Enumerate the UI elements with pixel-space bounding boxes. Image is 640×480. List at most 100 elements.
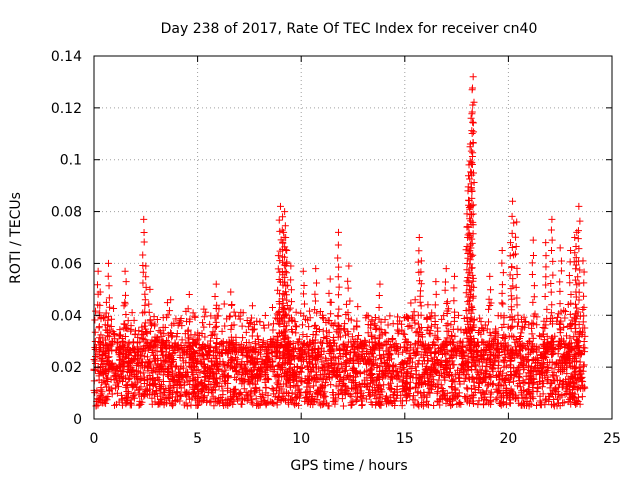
data-point bbox=[249, 326, 257, 334]
data-point bbox=[139, 268, 147, 276]
y-tick-label: 0.1 bbox=[60, 153, 82, 169]
data-point bbox=[468, 130, 476, 138]
data-point bbox=[327, 381, 335, 389]
data-point bbox=[420, 392, 428, 400]
data-point bbox=[157, 356, 165, 364]
data-point bbox=[368, 370, 376, 378]
data-point bbox=[416, 292, 424, 300]
data-point bbox=[579, 344, 587, 352]
data-point bbox=[548, 301, 556, 309]
data-point bbox=[273, 315, 281, 323]
data-point bbox=[566, 279, 574, 287]
data-point bbox=[282, 345, 290, 353]
data-point bbox=[432, 290, 440, 298]
data-point bbox=[286, 339, 294, 347]
data-point bbox=[334, 291, 342, 299]
data-point bbox=[135, 356, 143, 364]
data-point bbox=[281, 278, 289, 286]
data-point bbox=[346, 372, 354, 380]
data-point bbox=[139, 251, 147, 259]
data-point bbox=[529, 334, 537, 342]
data-point bbox=[299, 321, 307, 329]
data-point bbox=[441, 278, 449, 286]
data-point bbox=[424, 301, 432, 309]
data-point bbox=[416, 277, 424, 285]
data-point bbox=[297, 388, 305, 396]
data-point bbox=[539, 340, 547, 348]
data-point bbox=[118, 372, 126, 380]
data-point bbox=[520, 401, 528, 409]
data-point bbox=[469, 73, 477, 81]
data-point bbox=[228, 301, 236, 309]
data-point bbox=[297, 377, 305, 385]
data-point bbox=[161, 394, 169, 402]
data-point bbox=[403, 391, 411, 399]
data-point bbox=[542, 239, 550, 247]
data-point bbox=[165, 371, 173, 379]
data-point bbox=[387, 379, 395, 387]
data-point bbox=[376, 280, 384, 288]
data-point bbox=[276, 202, 284, 210]
data-point bbox=[555, 345, 563, 353]
data-point bbox=[149, 388, 157, 396]
data-point bbox=[218, 327, 226, 335]
data-point bbox=[326, 275, 334, 283]
data-point bbox=[457, 326, 465, 334]
data-point bbox=[93, 395, 101, 403]
data-point bbox=[533, 384, 541, 392]
data-point bbox=[202, 308, 210, 316]
data-point bbox=[389, 334, 397, 342]
data-point bbox=[439, 351, 447, 359]
data-point bbox=[573, 228, 581, 236]
data-point bbox=[442, 342, 450, 350]
data-point bbox=[245, 377, 253, 385]
data-point bbox=[474, 329, 482, 337]
data-point bbox=[364, 329, 372, 337]
data-point bbox=[201, 373, 209, 381]
data-point bbox=[556, 287, 564, 295]
data-point bbox=[233, 355, 241, 363]
data-point bbox=[198, 351, 206, 359]
data-point bbox=[364, 389, 372, 397]
data-point bbox=[350, 348, 358, 356]
data-point bbox=[282, 310, 290, 318]
data-point bbox=[579, 385, 587, 393]
data-point bbox=[380, 359, 388, 367]
data-point bbox=[468, 271, 476, 279]
data-point bbox=[220, 300, 228, 308]
data-point bbox=[500, 335, 508, 343]
data-point bbox=[105, 259, 113, 267]
data-point bbox=[451, 384, 459, 392]
data-point bbox=[455, 389, 463, 397]
data-point bbox=[387, 398, 395, 406]
data-point bbox=[580, 303, 588, 311]
data-point bbox=[436, 361, 444, 369]
data-point bbox=[165, 395, 173, 403]
data-point bbox=[411, 351, 419, 359]
data-point bbox=[498, 324, 506, 332]
data-point bbox=[107, 340, 115, 348]
data-point bbox=[112, 400, 120, 408]
data-point bbox=[568, 320, 576, 328]
data-point bbox=[468, 264, 476, 272]
data-point bbox=[138, 392, 146, 400]
data-point bbox=[146, 317, 154, 325]
data-point bbox=[105, 386, 113, 394]
data-point bbox=[292, 308, 300, 316]
data-point bbox=[571, 352, 579, 360]
data-point bbox=[311, 322, 319, 330]
data-point bbox=[434, 398, 442, 406]
data-point bbox=[560, 365, 568, 373]
data-point bbox=[105, 333, 113, 341]
y-tick-label: 0.14 bbox=[51, 49, 82, 65]
data-point bbox=[471, 388, 479, 396]
data-point bbox=[529, 342, 537, 350]
data-point bbox=[573, 374, 581, 382]
data-point bbox=[543, 345, 551, 353]
data-point bbox=[317, 401, 325, 409]
data-point bbox=[566, 378, 574, 386]
data-point bbox=[444, 370, 452, 378]
data-point bbox=[130, 316, 138, 324]
data-point bbox=[139, 279, 147, 287]
data-point bbox=[380, 381, 388, 389]
